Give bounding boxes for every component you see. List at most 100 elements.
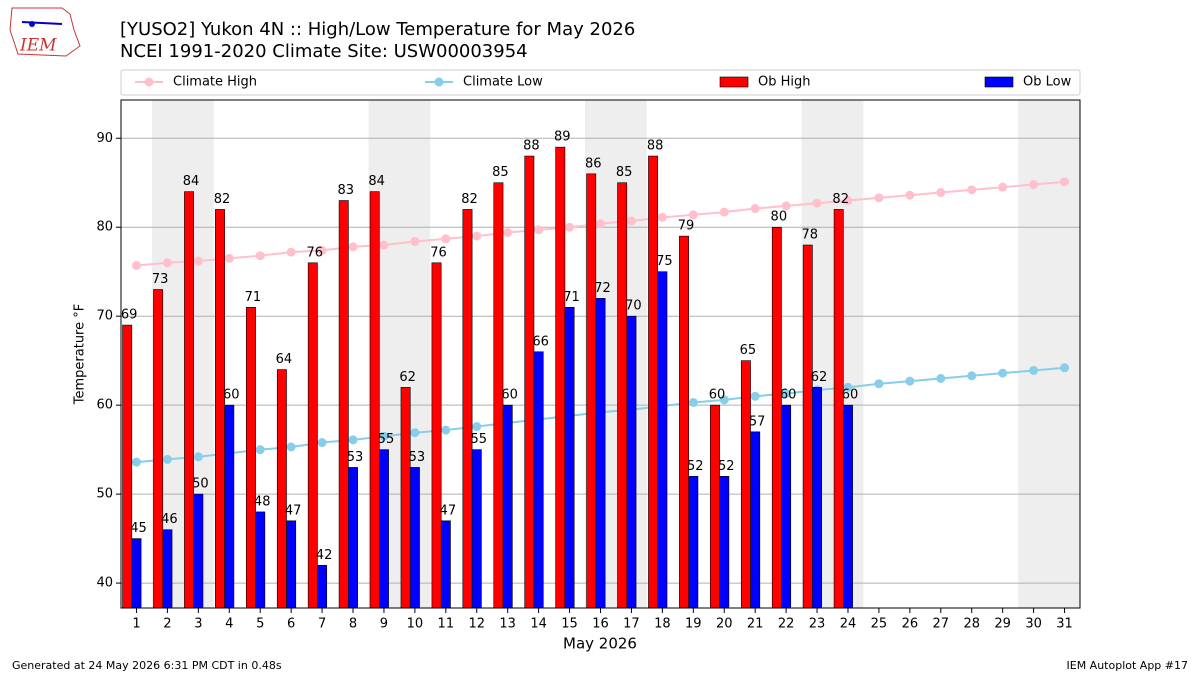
x-tick-label: 6 xyxy=(287,617,295,632)
x-tick-label: 2 xyxy=(163,617,171,632)
line-marker xyxy=(131,260,141,270)
line-marker xyxy=(1029,180,1039,190)
line-marker xyxy=(348,435,358,445)
line-marker xyxy=(286,247,296,257)
y-tick-label: 60 xyxy=(96,398,113,413)
legend-swatch xyxy=(719,76,749,88)
line-marker xyxy=(688,210,698,220)
x-tick-label: 3 xyxy=(194,617,202,632)
data-label: 76 xyxy=(430,245,447,260)
data-label: 75 xyxy=(656,254,673,269)
line-marker xyxy=(1029,365,1039,375)
bar xyxy=(409,467,420,609)
data-label: 84 xyxy=(183,174,200,189)
x-tick-label: 24 xyxy=(840,617,857,632)
bar xyxy=(833,209,844,609)
x-tick-label: 12 xyxy=(468,617,485,632)
bar xyxy=(812,387,822,609)
line-marker xyxy=(503,228,513,238)
weekend-shade xyxy=(1049,100,1080,608)
line-marker xyxy=(781,389,791,399)
line-marker xyxy=(255,251,265,261)
x-tick-label: 19 xyxy=(685,617,702,632)
x-tick-label: 27 xyxy=(933,617,950,632)
bar xyxy=(771,226,782,609)
x-tick-label: 9 xyxy=(380,617,388,632)
bar xyxy=(657,271,668,609)
bar xyxy=(688,476,699,609)
line-marker xyxy=(472,231,482,241)
line-marker xyxy=(626,216,636,226)
line-marker xyxy=(936,373,946,383)
data-label: 50 xyxy=(192,477,209,492)
line-marker xyxy=(750,391,760,401)
x-tick-label: 31 xyxy=(1056,617,1073,632)
x-tick-label: 25 xyxy=(871,617,888,632)
bar xyxy=(471,449,482,609)
data-label: 84 xyxy=(368,174,385,189)
bar xyxy=(431,262,442,609)
data-label: 60 xyxy=(709,388,726,403)
legend-label: Ob High xyxy=(758,75,811,90)
x-tick-label: 22 xyxy=(778,617,795,632)
data-label: 82 xyxy=(461,192,478,207)
data-label: 60 xyxy=(501,388,518,403)
bar xyxy=(533,351,544,609)
bar xyxy=(555,146,566,609)
data-label: 86 xyxy=(585,156,602,171)
data-label: 88 xyxy=(523,139,540,154)
x-tick-label: 21 xyxy=(747,617,764,632)
data-label: 53 xyxy=(409,450,426,465)
bar xyxy=(338,200,349,609)
data-label: 89 xyxy=(554,130,571,145)
data-label: 52 xyxy=(718,459,735,474)
line-marker xyxy=(1060,363,1070,373)
data-label: 47 xyxy=(440,503,457,518)
y-tick-label: 70 xyxy=(96,309,113,324)
data-label: 65 xyxy=(740,343,757,358)
x-tick-label: 26 xyxy=(902,617,919,632)
bar xyxy=(648,155,659,609)
data-label: 55 xyxy=(470,432,487,447)
x-tick-label: 5 xyxy=(256,617,264,632)
data-label: 60 xyxy=(842,388,859,403)
data-label: 70 xyxy=(625,299,642,314)
bar xyxy=(369,191,380,609)
data-label: 62 xyxy=(399,370,416,385)
data-label: 48 xyxy=(254,494,271,509)
y-tick-label: 50 xyxy=(96,487,113,502)
line-marker xyxy=(843,196,853,206)
bar xyxy=(802,244,813,609)
line-marker xyxy=(719,207,729,217)
data-label: 80 xyxy=(771,210,788,225)
line-marker xyxy=(379,431,389,441)
line-marker xyxy=(441,234,451,244)
data-label: 57 xyxy=(749,414,766,429)
line-marker xyxy=(967,185,977,195)
data-label: 82 xyxy=(832,192,849,207)
line-marker xyxy=(162,454,172,464)
data-label: 60 xyxy=(223,388,240,403)
bar xyxy=(679,235,689,609)
bar xyxy=(740,360,751,609)
bar xyxy=(781,404,792,609)
data-label: 82 xyxy=(214,192,231,207)
bar xyxy=(564,306,575,609)
logo: IEM xyxy=(9,7,81,57)
weekend-shade xyxy=(1018,100,1050,608)
x-tick-label: 1 xyxy=(132,617,140,632)
x-tick-label: 11 xyxy=(438,617,455,632)
line-marker xyxy=(131,457,141,467)
data-label: 42 xyxy=(316,548,333,563)
x-tick-label: 14 xyxy=(530,617,547,632)
data-label: 71 xyxy=(245,290,262,305)
line-marker xyxy=(348,242,358,252)
y-axis-label: Temperature °F xyxy=(73,304,88,405)
x-tick-label: 29 xyxy=(994,617,1011,632)
bar xyxy=(586,173,597,609)
data-label: 88 xyxy=(647,139,664,154)
line-marker xyxy=(1060,177,1070,187)
line-marker xyxy=(162,258,172,268)
line-marker xyxy=(255,445,265,455)
